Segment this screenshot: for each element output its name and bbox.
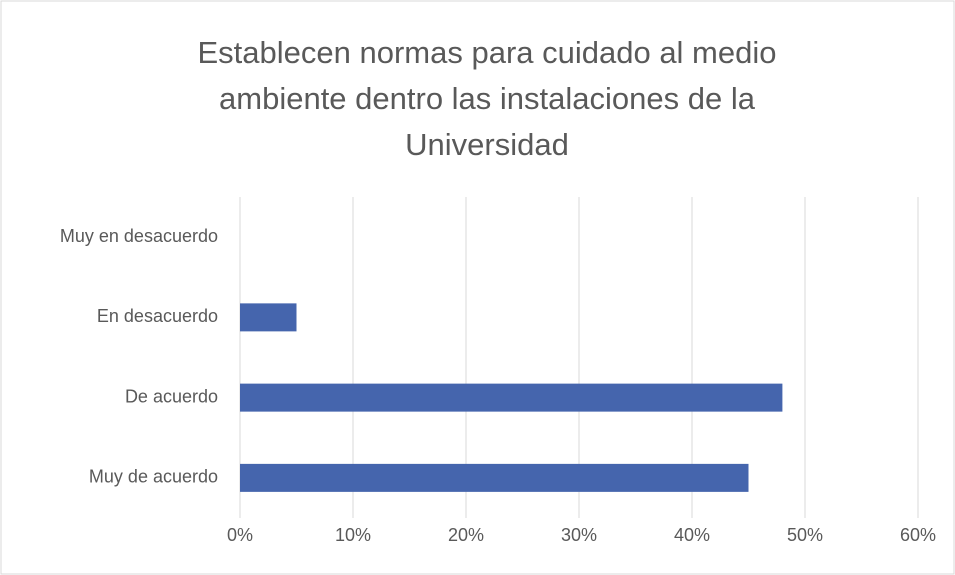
bar (240, 383, 783, 412)
y-tick-label: Muy en desacuerdo (60, 226, 218, 246)
x-tick-label: 30% (561, 525, 597, 545)
chart-title: Establecen normas para cuidado al medio … (197, 35, 777, 162)
bar (240, 463, 749, 492)
x-tick-label: 50% (787, 525, 823, 545)
y-tick-label: En desacuerdo (97, 306, 218, 326)
x-tick-label: 40% (674, 525, 710, 545)
bar (240, 303, 297, 332)
x-tick-label: 0% (227, 525, 253, 545)
x-tick-label: 20% (448, 525, 484, 545)
x-tick-label: 60% (900, 525, 936, 545)
y-tick-label: De acuerdo (125, 386, 218, 406)
x-tick-label: 10% (335, 525, 371, 545)
y-tick-label: Muy de acuerdo (89, 467, 218, 487)
